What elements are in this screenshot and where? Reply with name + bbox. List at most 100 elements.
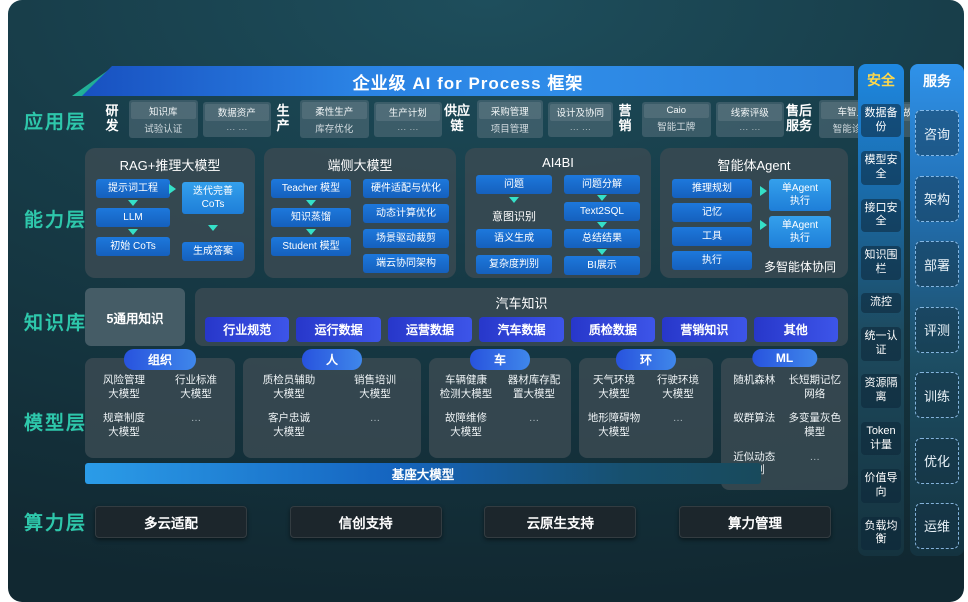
model-group-vehicle: 车 车辆健康 检测大模型 器材库存配 置大模型 故障维修 大模型 …	[429, 349, 571, 458]
agent-execute: 执行	[671, 251, 752, 270]
app-box-line: 采购管理	[479, 102, 541, 119]
ai4bi-decompose: 问题分解	[564, 175, 640, 194]
arrow-down-icon	[597, 249, 607, 255]
edge-cloud-arch: 端云协同架构	[363, 254, 449, 273]
service-item: 架构	[915, 175, 959, 222]
security-item: 负载均衡	[861, 516, 901, 550]
model-item: 销售培训 大模型	[354, 374, 396, 400]
model-item: 行业标准 大模型	[175, 374, 217, 400]
ai4bi-display: BI展示	[564, 256, 640, 275]
app-box: 线索评级 … …	[715, 101, 785, 137]
app-box-line: 智能诊疗	[832, 123, 871, 135]
arrow-down-icon	[597, 195, 607, 201]
ai4bi-summary: 总结结果	[564, 229, 640, 248]
model-item: 长短期记忆 网络	[788, 374, 842, 400]
service-item: 运维	[915, 502, 959, 549]
model-group-pill: ML	[751, 349, 818, 367]
service-title: 服务	[923, 73, 951, 89]
model-item: 质检员辅助 大模型	[262, 374, 316, 400]
auto-knowledge-title: 汽车知识	[495, 296, 548, 311]
security-item: 价值导向	[861, 469, 901, 503]
knowledge-pill: 运营数据	[387, 317, 473, 342]
agent-memory: 记忆	[671, 203, 752, 222]
model-item: 蚁群算法	[733, 412, 776, 425]
security-strip: 安全 数据备份 模型安全 接口安全 知识围栏 流控 统一认证 资源隔离 Toke…	[858, 64, 904, 556]
knowledge-pill: 营销知识	[662, 317, 747, 342]
app-box: 生产计划 … …	[373, 101, 443, 137]
app-box-line: 设计及协同	[549, 103, 612, 121]
knowledge-pill: 行业规范	[205, 317, 290, 342]
arrow-down-icon	[597, 222, 607, 228]
model-item: 车辆健康 检测大模型	[439, 374, 493, 400]
knowledge-pill: 质检数据	[570, 317, 656, 342]
rag-step-prompt: 提示词工程	[96, 179, 170, 198]
model-item: 随机森林	[733, 374, 776, 386]
model-group-pill: 人	[301, 349, 363, 370]
app-box: 采购管理 项目管理	[477, 100, 543, 138]
banner-title: 企业级 AI for Process 框架	[352, 73, 584, 93]
app-group-label: 研发	[105, 103, 119, 133]
model-item: 多变量灰色 模型	[788, 412, 842, 438]
app-box-line: 柔性生产	[302, 102, 367, 119]
security-item: 接口安全	[861, 198, 901, 233]
app-box: Caio 智能工牌	[642, 101, 711, 137]
knowledge-pill: 汽车数据	[479, 317, 564, 342]
app-group-label: 营销	[618, 103, 632, 133]
edge-teacher-model: Teacher 模型	[271, 179, 351, 198]
security-item: 模型安全	[861, 151, 901, 185]
model-item: …	[369, 412, 381, 425]
model-item: …	[528, 412, 540, 425]
model-item: 风险管理 大模型	[103, 374, 145, 400]
app-group-label: 生产	[276, 103, 290, 133]
agent-tools: 工具	[671, 227, 752, 246]
model-group-organization: 组织 风险管理 大模型 行业标准 大模型 规章制度 大模型 …	[85, 349, 235, 458]
arrow-down-icon	[306, 200, 316, 206]
app-box-line: 库存优化	[315, 123, 354, 135]
rag-step-llm: LLM	[96, 208, 170, 227]
service-item: 部署	[915, 241, 959, 288]
app-box: 知识库 试验认证	[128, 100, 198, 138]
ai4bi-semantic: 语义生成	[476, 229, 552, 248]
slide-background: 应用层 能力层 知识库 模型层 算力层 企业级 AI for Process 框…	[8, 0, 964, 602]
model-item: 天气环境 大模型	[593, 374, 635, 400]
agent-single-exec-1: 单Agent 执行	[768, 179, 831, 211]
compute-box-xinchuang: 信创支持	[289, 506, 442, 538]
app-box-line: 生产计划	[375, 103, 441, 121]
layer-label-capability: 能力层	[24, 210, 88, 231]
compute-box-cloudnative: 云原生支持	[484, 506, 637, 538]
service-item: 咨询	[915, 110, 959, 157]
knowledge-pill: 运行数据	[296, 317, 381, 342]
app-box: 柔性生产 库存优化	[300, 100, 369, 138]
model-group-environment: 环 天气环境 大模型 行驶环境 大模型 地形障碍物 大模型 …	[579, 349, 713, 458]
layer-label-knowledge: 知识库	[24, 313, 88, 334]
application-layer-row: 研发 知识库 试验认证 数据资产 … … 生产 柔性生产 库存优化 生产计划 ……	[100, 100, 956, 138]
app-box-line: 项目管理	[490, 123, 529, 135]
agent-planning: 推理规划	[671, 179, 752, 198]
foundation-model-bar: 基座大模型	[85, 463, 761, 484]
knowledge-pill: 其他	[753, 317, 838, 342]
rag-step-iterate-cots: 迭代完善 CoTs	[182, 182, 244, 214]
ai4bi-complexity: 复杂度判别	[476, 255, 552, 274]
app-box-line: … …	[738, 122, 761, 133]
app-box-line: Caio	[644, 103, 709, 118]
ai4bi-intent: 意图识别	[492, 211, 536, 223]
cap-panel-rag: RAG+推理大模型 提示词工程 LLM 初始 CoTs 迭代完善 CoTs 生成…	[85, 148, 255, 278]
app-group-supplychain: 供应链 采购管理 项目管理 设计及协同 … …	[442, 100, 614, 138]
arrow-right-icon	[169, 184, 176, 194]
arrow-down-icon	[208, 225, 218, 231]
agent-multi-collab-label: 多智能体协同	[763, 260, 836, 274]
cap-panel-agent: 智能体Agent 推理规划 记忆 工具 执行 单Agent 执行 单Agent …	[660, 148, 848, 278]
general-knowledge-box: 5通用知识	[85, 288, 185, 346]
service-item: 评测	[915, 306, 959, 353]
arrow-down-icon	[128, 200, 138, 206]
app-box-line: … …	[569, 122, 592, 133]
layer-label-model: 模型层	[24, 413, 88, 434]
security-item: Token计量	[861, 421, 901, 456]
ai4bi-text2sql: Text2SQL	[564, 202, 640, 221]
knowledge-layer-row: 5通用知识 汽车知识 行业规范 运行数据 运营数据 汽车数据 质检数据 营销知识…	[85, 288, 848, 346]
app-box-line: … …	[225, 122, 248, 133]
security-item: 知识围栏	[861, 246, 901, 280]
app-box: 数据资产 … …	[202, 101, 272, 137]
app-group-marketing: 营销 Caio 智能工牌 线索评级 … …	[613, 101, 785, 137]
cap-panel-title: 端侧大模型	[327, 158, 393, 173]
